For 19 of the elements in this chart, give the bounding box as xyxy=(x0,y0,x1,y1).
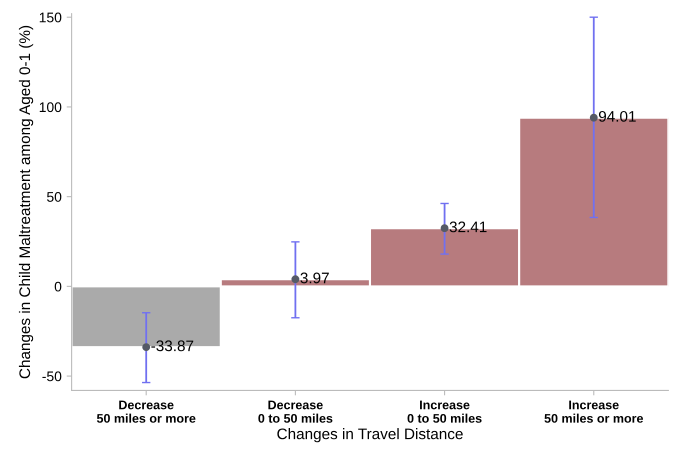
x-tick-label: Increase 50 miles or more xyxy=(544,400,644,423)
data-label: -33.87 xyxy=(151,340,194,352)
point xyxy=(142,343,150,352)
y-tick-label: 150 xyxy=(40,12,62,22)
x-tick-label: Decrease 50 miles or more xyxy=(96,400,196,423)
point xyxy=(291,275,300,284)
data-label: 3.97 xyxy=(300,272,329,284)
data-label: 32.41 xyxy=(450,221,487,232)
x-tick-label: Decrease 0 to 50 miles xyxy=(258,400,332,423)
y-tick-label: 50 xyxy=(46,192,62,202)
y-tick-label: 100 xyxy=(40,102,62,112)
y-tick-label: -50 xyxy=(42,371,62,382)
data-label: 94.01 xyxy=(598,110,636,122)
point xyxy=(440,224,449,232)
y-axis-title: Changes in Child Maltreatment among Aged 0-1 (%) xyxy=(18,26,34,378)
y-tick-label: 0 xyxy=(54,282,62,292)
x-tick-label: Increase 0 to 50 miles xyxy=(408,400,482,423)
point xyxy=(590,114,598,122)
x-axis-title: Changes in Travel Distance xyxy=(277,428,463,442)
